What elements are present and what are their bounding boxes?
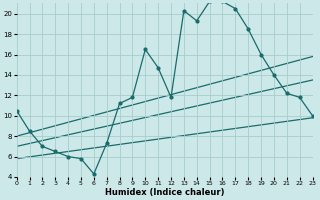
X-axis label: Humidex (Indice chaleur): Humidex (Indice chaleur) xyxy=(105,188,224,197)
